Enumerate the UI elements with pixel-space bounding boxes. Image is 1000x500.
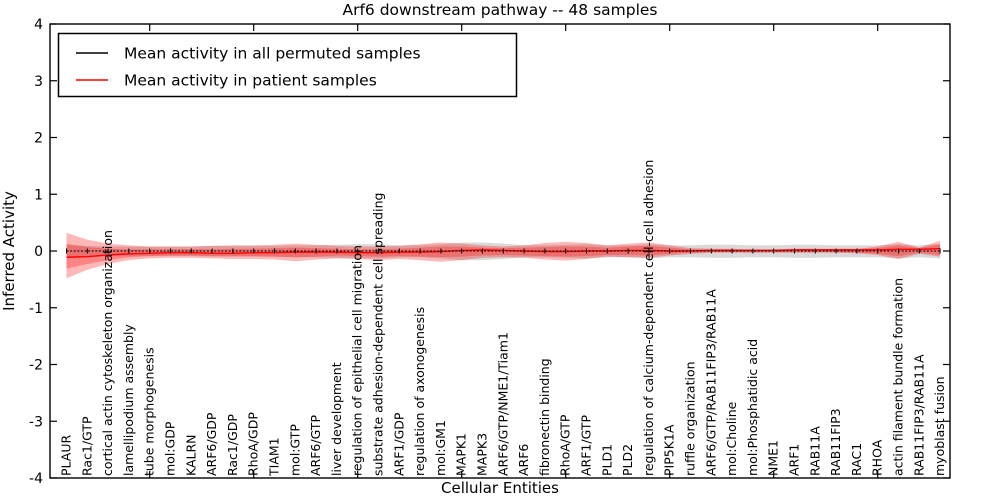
x-category-label: ARF6/GTP/RAB11FIP3/RAB11A bbox=[703, 289, 718, 476]
x-category-label: liver development bbox=[329, 362, 344, 476]
legend-label-patient: Mean activity in patient samples bbox=[124, 72, 377, 90]
x-category-label: ARF6/GTP bbox=[308, 415, 323, 476]
x-category-label: NME1 bbox=[766, 440, 781, 476]
x-category-label: mol:Choline bbox=[724, 401, 739, 476]
x-category-label: Rac1/GDP bbox=[225, 414, 240, 476]
x-category-label: cortical actin cytoskeleton organization bbox=[100, 230, 115, 476]
x-category-label: regulation of epithelial cell migration bbox=[350, 245, 365, 476]
legend-box bbox=[57, 32, 518, 98]
x-category-label: RAB11A bbox=[807, 426, 822, 476]
x-category-label: ARF1/GDP bbox=[391, 412, 406, 476]
y-tick-label: -4 bbox=[29, 471, 43, 487]
x-category-label: myoblast fusion bbox=[932, 376, 947, 476]
x-category-label: actin filament bundle formation bbox=[891, 278, 906, 476]
x-category-label: lamellipodium assembly bbox=[121, 324, 136, 476]
x-category-label: TIAM1 bbox=[267, 437, 282, 477]
x-category-label: regulation of axonogenesis bbox=[412, 307, 427, 476]
x-category-label: ARF1 bbox=[787, 444, 802, 476]
x-category-label: ruffle organization bbox=[683, 361, 698, 476]
x-category-label: mol:Phosphatidic acid bbox=[745, 339, 760, 476]
legend-label-permuted: Mean activity in all permuted samples bbox=[124, 45, 421, 63]
x-category-label: PIP5K1A bbox=[662, 424, 677, 476]
x-category-label: tube morphogenesis bbox=[142, 347, 157, 476]
y-tick-label: 0 bbox=[34, 244, 43, 260]
x-category-label: mol:GTP bbox=[287, 424, 302, 476]
y-tick-label: -3 bbox=[29, 414, 43, 430]
y-axis-label: Inferred Activity bbox=[0, 191, 18, 311]
y-tick-label: 1 bbox=[34, 187, 43, 203]
x-category-label: ARF6/GDP bbox=[204, 412, 219, 476]
x-category-label: PLAUR bbox=[59, 435, 74, 476]
x-axis-label: Cellular Entities bbox=[441, 479, 559, 497]
y-tick-label: 2 bbox=[34, 131, 43, 147]
x-category-label: RHOA bbox=[870, 439, 885, 476]
x-category-label: mol:GDP bbox=[163, 421, 178, 476]
x-category-label: RAB11FIP3/RAB11A bbox=[911, 354, 926, 476]
x-category-label: ARF6/GTP/NME1/Tiam1 bbox=[495, 332, 510, 476]
legend: Mean activity in all permuted samples Me… bbox=[57, 32, 518, 98]
x-category-label: fibronectin binding bbox=[537, 358, 552, 476]
x-category-label: RhoA/GDP bbox=[246, 412, 261, 476]
x-category-label: substrate adhesion-dependent cell spread… bbox=[371, 193, 386, 476]
y-tick-label: -1 bbox=[29, 301, 43, 317]
x-category-label: ARF1/GTP bbox=[579, 415, 594, 476]
x-category-label: Rac1/GTP bbox=[79, 416, 94, 476]
x-category-label: MAPK3 bbox=[475, 433, 490, 476]
x-category-label: regulation of calcium-dependent cell-cel… bbox=[641, 160, 656, 476]
x-category-label: RAC1 bbox=[849, 443, 864, 476]
x-category-label: PLD2 bbox=[620, 444, 635, 476]
x-category-label: ARF6 bbox=[516, 444, 531, 476]
y-tick-label: 4 bbox=[34, 17, 43, 33]
x-category-label: RAB11FIP3 bbox=[828, 408, 843, 476]
x-category-label: MAPK1 bbox=[454, 433, 469, 476]
x-category-label: RhoA/GTP bbox=[558, 414, 573, 476]
x-category-label: PLD1 bbox=[599, 444, 614, 476]
x-category-label: KALRN bbox=[183, 434, 198, 476]
patient-band-outer bbox=[66, 232, 941, 279]
y-tick-label: -2 bbox=[29, 358, 43, 374]
x-category-label: mol:GM1 bbox=[433, 420, 448, 476]
chart-title: Arf6 downstream pathway -- 48 samples bbox=[343, 1, 658, 19]
y-tick-label: 3 bbox=[34, 74, 43, 90]
